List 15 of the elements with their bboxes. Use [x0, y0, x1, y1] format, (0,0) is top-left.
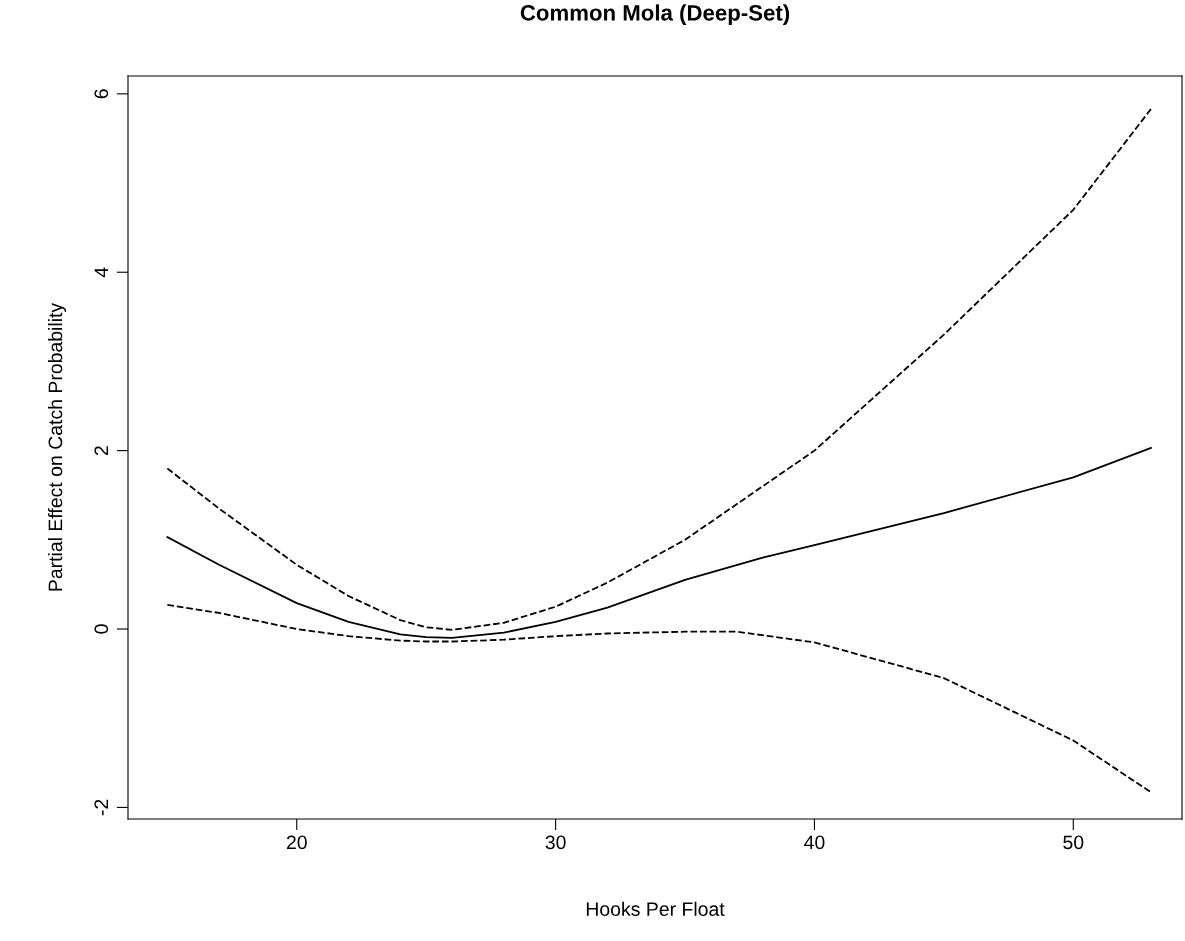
x-tick-label: 30	[545, 835, 566, 850]
y-tick-label: -2	[94, 799, 108, 816]
line-series	[166, 447, 1152, 639]
y-tick-label: 2	[94, 446, 108, 456]
chart-title: Common Mola (Deep-Set)	[520, 4, 790, 26]
x-tick-label: 40	[804, 835, 825, 850]
line-series	[166, 108, 1152, 631]
line-series	[166, 604, 1152, 794]
x-tick-label: 50	[1063, 835, 1084, 850]
y-tick-label: 0	[94, 624, 109, 634]
x-axis-title: Hooks Per Float	[586, 901, 725, 916]
y-tick-label: 4	[94, 267, 108, 278]
x-tick-label: 20	[286, 835, 307, 850]
y-tick-label: 6	[94, 89, 109, 99]
y-axis-title: Partial Effect on Catch Probability	[48, 302, 67, 591]
